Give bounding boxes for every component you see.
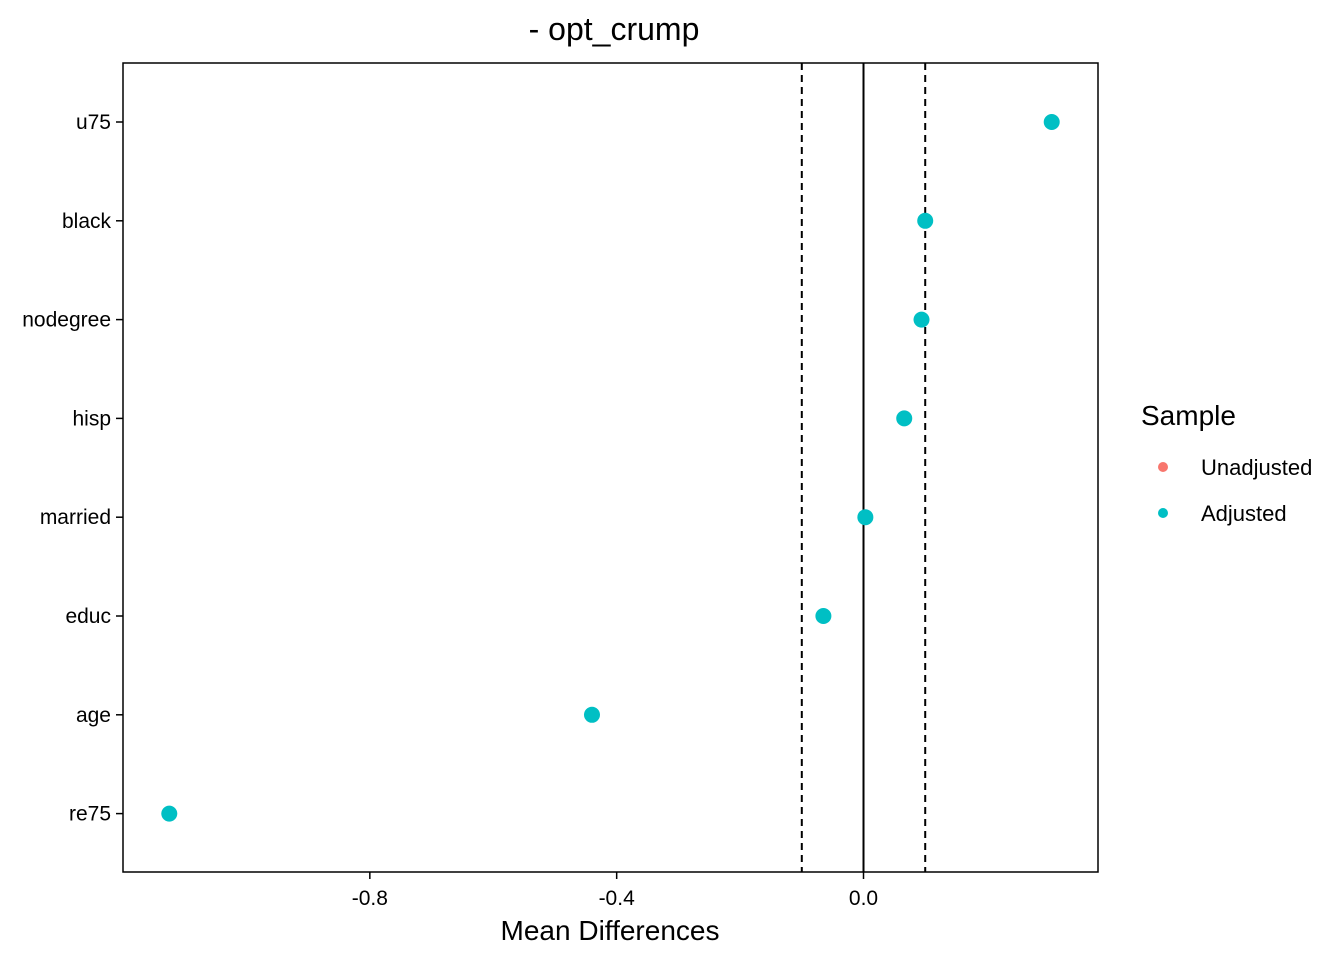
y-tick-label: married [40, 506, 111, 529]
legend-key-adjusted [1158, 508, 1168, 518]
point-adjusted-married [857, 509, 874, 526]
y-tick-label: age [76, 704, 111, 727]
legend-label-unadjusted: Unadjusted [1201, 455, 1312, 480]
legend-key-unadjusted [1158, 462, 1168, 472]
y-tick-label: u75 [76, 111, 111, 134]
point-adjusted-hisp [896, 410, 913, 427]
reference-lines [800, 63, 927, 872]
y-tick-label: educ [65, 605, 111, 628]
y-tick-label: re75 [69, 803, 111, 826]
point-adjusted-nodegree [913, 311, 930, 328]
legend-title: Sample [1141, 400, 1236, 431]
y-tick-label: hisp [72, 407, 111, 430]
x-tick-label: -0.8 [352, 887, 388, 910]
point-adjusted-black [917, 212, 934, 229]
point-adjusted-u75 [1043, 114, 1060, 130]
point-adjusted-educ [815, 608, 832, 624]
legend: Sample Unadjusted Adjusted [1141, 400, 1312, 526]
y-tick-label: black [62, 210, 112, 233]
x-tick-label: 0.0 [849, 887, 878, 910]
y-tick-label: nodegree [22, 309, 111, 332]
plot-panel [122, 62, 1099, 873]
legend-items: Unadjusted Adjusted [1158, 455, 1312, 526]
x-tick-label: -0.4 [599, 887, 636, 910]
y-axis: u75 black nodegree hisp married educ age re75 [22, 111, 123, 826]
legend-label-adjusted: Adjusted [1201, 501, 1287, 526]
x-axis-title: Mean Differences [501, 915, 720, 946]
point-adjusted-re75 [161, 805, 178, 822]
x-axis: -0.8 -0.4 0.0 [352, 872, 878, 910]
data-points [161, 114, 1060, 822]
chart-title: - opt_crump [529, 11, 700, 47]
point-adjusted-age [583, 706, 600, 723]
